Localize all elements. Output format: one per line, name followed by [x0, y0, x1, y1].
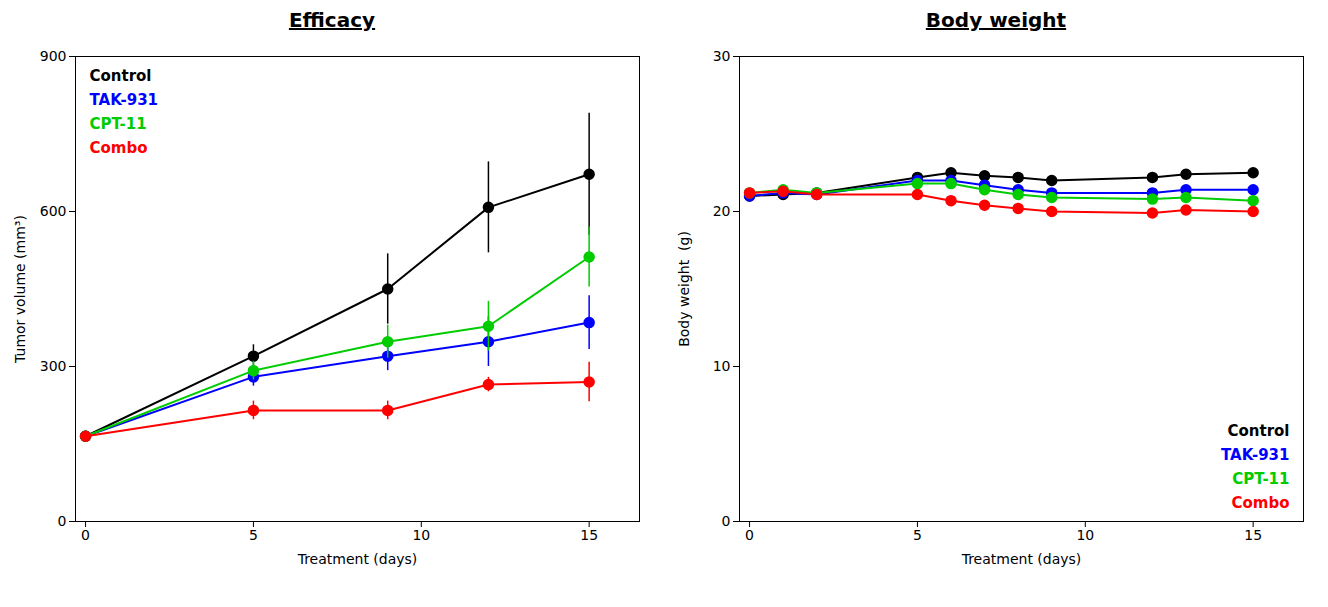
svg-text:Treatment (days): Treatment (days): [961, 551, 1082, 567]
svg-text:600: 600: [40, 203, 67, 219]
svg-text:5: 5: [913, 527, 922, 543]
svg-text:Control: Control: [1227, 422, 1289, 440]
svg-text:Combo: Combo: [1232, 494, 1290, 512]
svg-text:300: 300: [40, 358, 67, 374]
svg-text:Control: Control: [90, 67, 152, 85]
svg-text:30: 30: [713, 48, 731, 64]
svg-text:TAK-931: TAK-931: [90, 91, 159, 109]
svg-text:20: 20: [713, 203, 731, 219]
svg-text:TAK-931: TAK-931: [1221, 446, 1290, 464]
svg-text:10: 10: [1076, 527, 1094, 543]
svg-text:5: 5: [249, 527, 258, 543]
svg-text:900: 900: [40, 48, 67, 64]
html-text:Body weight: Body weight: [925, 8, 1067, 32]
svg-text:0: 0: [745, 527, 754, 543]
svg-text:0: 0: [722, 513, 731, 529]
svg-text:CPT-11: CPT-11: [1232, 470, 1289, 488]
svg-text:0: 0: [58, 513, 67, 529]
html-text:Efficacy: Efficacy: [288, 8, 376, 32]
svg-text:Tumor volume (mm³): Tumor volume (mm³): [12, 215, 28, 364]
svg-text:15: 15: [1244, 527, 1262, 543]
svg-text:Combo: Combo: [90, 139, 148, 157]
svg-text:CPT-11: CPT-11: [90, 115, 147, 133]
svg-text:10: 10: [713, 358, 731, 374]
svg-text:15: 15: [580, 527, 598, 543]
svg-text:10: 10: [412, 527, 430, 543]
svg-text:0: 0: [81, 527, 90, 543]
svg-text:Treatment (days): Treatment (days): [297, 551, 418, 567]
svg-text:Body weight (g): Body weight (g): [676, 231, 692, 347]
